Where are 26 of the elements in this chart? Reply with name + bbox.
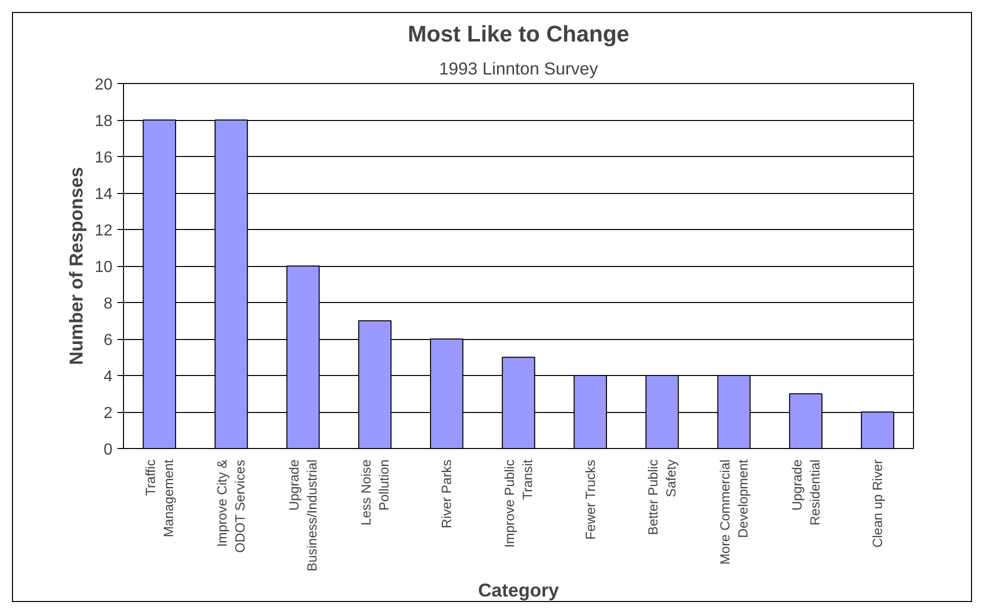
x-tick-label: Traffic Management [142,459,176,538]
x-axis-title: Category [478,579,560,600]
chart-title: Most Like to Change [408,20,630,46]
x-tick-label: Improve City & ODOT Services [214,459,248,553]
x-tick-label: Less Noise Pollution [358,459,392,526]
y-tick-label: 18 [94,113,113,130]
y-tick-label: 0 [104,442,113,458]
y-tick-label: 16 [94,150,113,166]
y-axis-title: Number of Responses [66,166,87,365]
y-tick-label: 6 [104,332,113,349]
y-tick-label: 14 [94,186,113,203]
y-tick-label: 4 [104,368,113,386]
x-tick-label: Fewer Trucks [582,459,598,540]
x-tick-label: Upgrade Business/Industrial [286,459,320,572]
x-tick-label: Upgrade Residential [789,459,822,526]
y-tick-label: 2 [104,405,113,422]
x-tick-label: Better Public Safety [646,459,679,536]
x-tick-label: River Parks [439,459,454,528]
x-tick-label: Improve Public Transit [502,459,535,548]
x-tick-label: Clean up River [870,458,886,548]
y-tick-label: 10 [94,259,113,276]
x-tick-label: More Commercial Development [717,459,750,565]
y-tick-label: 20 [94,76,113,94]
y-tick-label: 12 [94,222,113,240]
y-tick-label: 8 [104,296,113,312]
chart-subtitle: 1993 Linnton Survey [439,58,598,78]
